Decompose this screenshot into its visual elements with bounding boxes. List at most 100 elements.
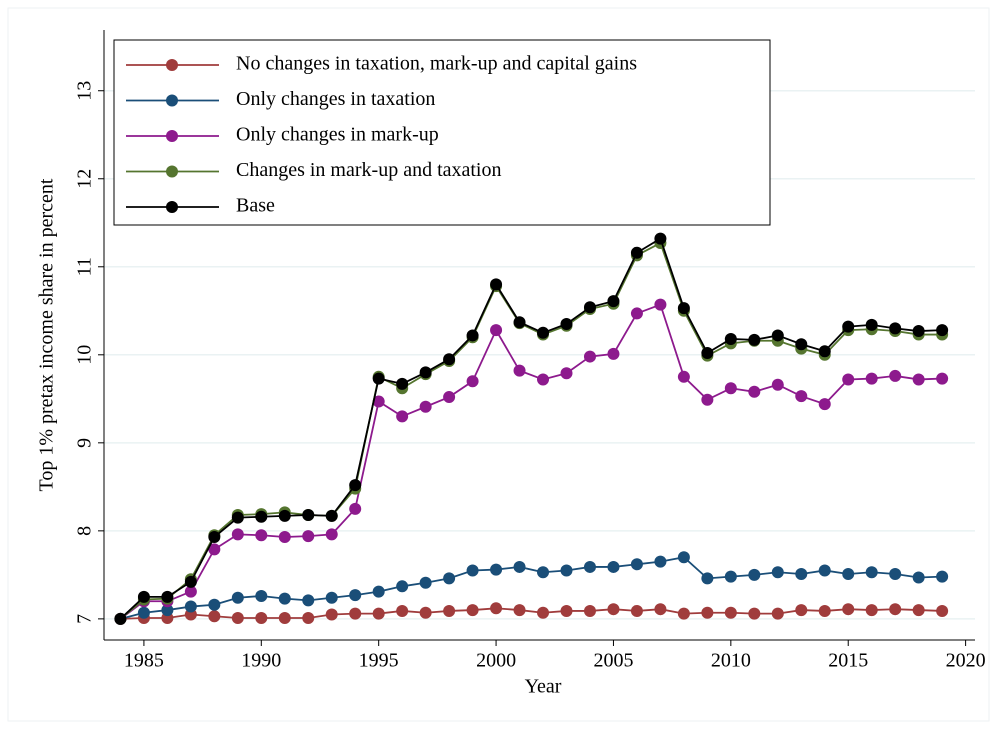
series-marker <box>466 375 479 388</box>
series-marker <box>795 390 808 403</box>
y-tick-label: 8 <box>74 526 96 536</box>
series-marker <box>936 324 949 337</box>
series-marker <box>184 600 197 613</box>
series-marker <box>724 332 737 345</box>
series-marker <box>490 278 503 291</box>
series-marker <box>513 560 526 573</box>
x-tick-label: 2000 <box>476 650 516 672</box>
series-marker <box>771 329 784 342</box>
series-marker <box>466 564 479 577</box>
y-tick-label: 12 <box>74 169 96 189</box>
series-marker <box>912 325 925 338</box>
series-marker <box>701 347 714 360</box>
series-marker <box>607 603 620 616</box>
x-tick-label: 2005 <box>593 650 633 672</box>
series-marker <box>607 295 620 308</box>
series-marker <box>677 370 690 383</box>
series-marker <box>630 604 643 617</box>
series-marker <box>349 479 362 492</box>
series-marker <box>818 345 831 358</box>
series-marker <box>936 570 949 583</box>
series-marker <box>278 611 291 624</box>
y-tick-label: 13 <box>74 81 96 101</box>
series-marker <box>701 572 714 585</box>
series-marker <box>748 607 761 620</box>
legend-marker <box>166 201 178 213</box>
legend-label: Only changes in taxation <box>236 88 435 110</box>
series-marker <box>325 591 338 604</box>
series-marker <box>607 347 620 360</box>
series-marker <box>372 607 385 620</box>
series-marker <box>349 502 362 515</box>
series-marker <box>912 604 925 617</box>
series-marker <box>325 528 338 541</box>
series-marker <box>583 350 596 363</box>
series-marker <box>771 607 784 620</box>
series-marker <box>560 367 573 380</box>
series-marker <box>255 510 268 523</box>
legend-marker <box>166 130 178 142</box>
series-marker <box>231 511 244 524</box>
x-tick-label: 2010 <box>711 650 751 672</box>
series-marker <box>654 603 667 616</box>
series-marker <box>842 320 855 333</box>
series-marker <box>818 604 831 617</box>
legend-marker <box>166 59 178 71</box>
x-tick-label: 2015 <box>828 650 868 672</box>
series-marker <box>184 585 197 598</box>
series-marker <box>677 302 690 315</box>
series-marker <box>419 366 432 379</box>
series-marker <box>325 509 338 522</box>
series-marker <box>443 353 456 366</box>
series-marker <box>560 317 573 330</box>
series-marker <box>443 391 456 404</box>
series-marker <box>231 591 244 604</box>
series-marker <box>396 410 409 423</box>
series-marker <box>865 566 878 579</box>
series-marker <box>372 372 385 385</box>
series-marker <box>560 564 573 577</box>
series-marker <box>889 603 902 616</box>
series-marker <box>677 551 690 564</box>
series-marker <box>724 570 737 583</box>
series-marker <box>936 372 949 385</box>
legend-marker <box>166 165 178 178</box>
series-marker <box>865 318 878 331</box>
series-marker <box>748 385 761 398</box>
series-marker <box>208 531 221 544</box>
series-marker <box>208 610 221 623</box>
series-marker <box>490 563 503 576</box>
series-marker <box>396 604 409 617</box>
series-marker <box>865 372 878 385</box>
y-tick-label: 9 <box>74 438 96 448</box>
series-marker <box>278 531 291 544</box>
series-marker <box>701 393 714 406</box>
series-marker <box>443 572 456 585</box>
series-marker <box>795 604 808 617</box>
x-tick-label: 2020 <box>946 650 986 672</box>
series-marker <box>255 529 268 542</box>
series-marker <box>842 603 855 616</box>
series-marker <box>513 316 526 329</box>
series-marker <box>419 606 432 619</box>
series-marker <box>630 558 643 571</box>
series-marker <box>419 400 432 413</box>
series-marker <box>537 326 550 339</box>
series-marker <box>372 585 385 598</box>
series-marker <box>537 566 550 579</box>
series-marker <box>443 604 456 617</box>
series-marker <box>654 555 667 568</box>
series-marker <box>677 607 690 620</box>
series-marker <box>490 324 503 337</box>
x-tick-label: 1995 <box>359 650 399 672</box>
series-marker <box>184 575 197 588</box>
series-marker <box>231 611 244 624</box>
series-marker <box>912 373 925 386</box>
series-marker <box>724 382 737 395</box>
series-marker <box>795 338 808 351</box>
legend-box <box>113 39 771 226</box>
series-marker <box>255 589 268 602</box>
series-marker <box>137 590 150 603</box>
series-marker <box>466 329 479 342</box>
